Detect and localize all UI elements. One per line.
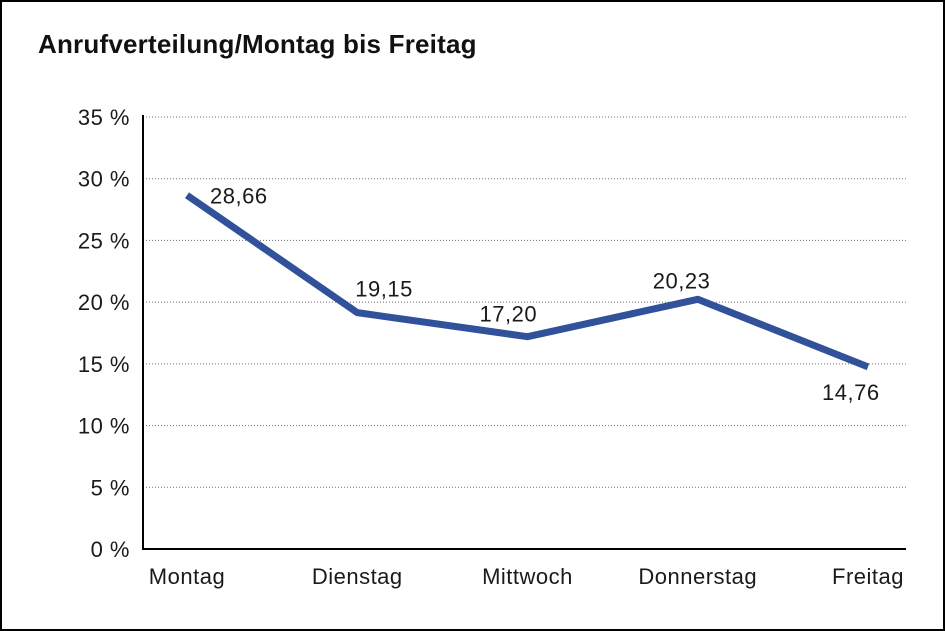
y-tick-label: 10 % xyxy=(78,414,130,439)
y-tick-label: 0 % xyxy=(91,537,130,562)
y-tick-label: 30 % xyxy=(78,167,130,192)
x-category-label: Freitag xyxy=(832,564,904,589)
y-tick-label: 15 % xyxy=(78,352,130,377)
data-point-label: 19,15 xyxy=(355,277,413,302)
data-point-label: 17,20 xyxy=(480,302,538,327)
data-point-label: 14,76 xyxy=(822,380,880,405)
data-point-label: 20,23 xyxy=(653,268,711,293)
x-category-label: Montag xyxy=(149,564,225,589)
chart-title: Anrufverteilung/Montag bis Freitag xyxy=(38,29,477,59)
y-tick-label: 35 % xyxy=(78,105,130,130)
x-category-label: Mittwoch xyxy=(482,564,573,589)
x-category-label: Dienstag xyxy=(312,564,403,589)
data-point-label: 28,66 xyxy=(210,183,268,208)
y-tick-label: 5 % xyxy=(91,475,130,500)
y-tick-label: 25 % xyxy=(78,228,130,253)
x-category-label: Donnerstag xyxy=(638,564,757,589)
data-series-line xyxy=(185,192,870,371)
y-tick-label: 20 % xyxy=(78,290,130,315)
